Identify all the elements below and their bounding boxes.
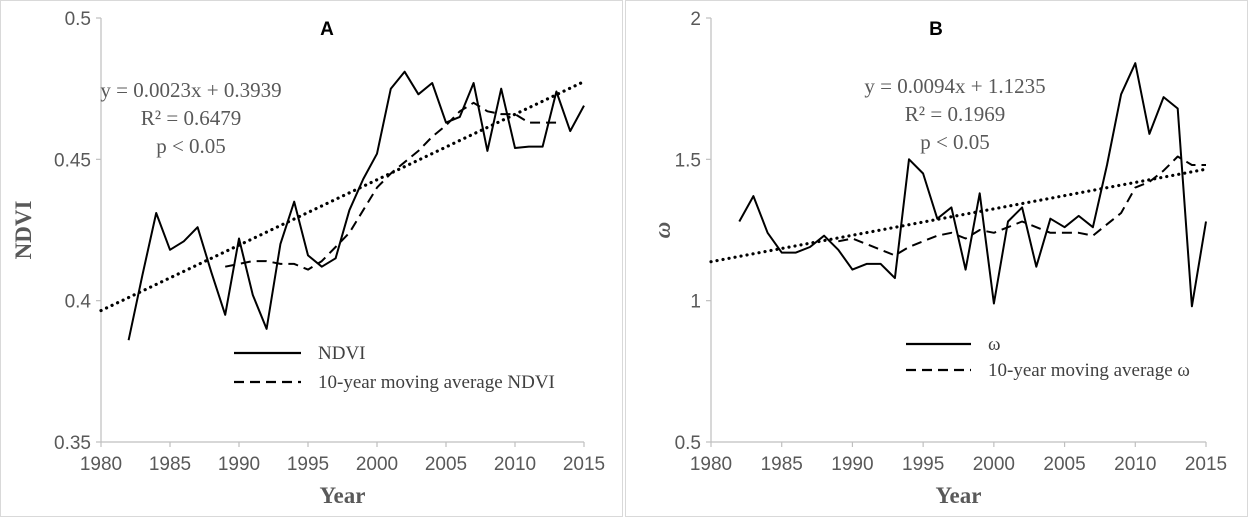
- x-tick-label: 2010: [494, 454, 536, 475]
- x-tick-label: 1995: [902, 454, 944, 475]
- panel-label: A: [320, 19, 334, 40]
- trendline: [99, 79, 586, 313]
- y-axis-title: ω: [650, 222, 675, 239]
- trend-equation-line: R² = 0.6479: [141, 106, 241, 130]
- y-tick-label: 1.5: [675, 150, 701, 171]
- x-tick-label: 1980: [80, 454, 122, 475]
- x-tick-label: 2005: [1043, 454, 1085, 475]
- x-tick-label: 1985: [149, 454, 191, 475]
- chart-panel-b: 1980 1985 1990 1995 2000 2005 2010 2015 0.5 1 1.5 2…: [625, 0, 1248, 517]
- y-tick-label: 0.4: [65, 292, 92, 313]
- x-tick-label: 1990: [831, 454, 873, 475]
- chart-b-svg: 1980 1985 1990 1995 2000 2005 2010 2015 0.5 1 1.5 2…: [650, 9, 1227, 508]
- y-tick-label: 0.5: [65, 9, 91, 30]
- trend-equation-line: y = 0.0023x + 0.3939: [100, 78, 281, 102]
- panel-label: B: [929, 19, 943, 40]
- x-tick-label: 2015: [563, 454, 605, 475]
- chart-panel-a: 1980 1985 1990 1995 2000 2005 2010 2015 0.35 0.4 0…: [0, 0, 623, 517]
- legend-label: 10-year moving average ω: [988, 360, 1190, 381]
- series-line-moving-average: [838, 155, 1206, 257]
- x-tick-label: 1980: [690, 454, 732, 475]
- x-tick-label: 1985: [761, 454, 803, 475]
- legend-label: NDVI: [318, 343, 366, 364]
- x-tick-label: 2000: [973, 454, 1015, 475]
- x-tick-label: 2010: [1114, 454, 1156, 475]
- y-tick-label: 1: [690, 292, 701, 313]
- legend-label: 10-year moving average NDVI: [318, 372, 555, 393]
- x-tick-label: 1990: [218, 454, 260, 475]
- x-tick-label: 2005: [425, 454, 467, 475]
- x-tick-label: 2000: [356, 454, 398, 475]
- y-tick-label: 2: [690, 9, 701, 30]
- trend-equation-line: p < 0.05: [920, 130, 990, 154]
- series-line-main: [738, 62, 1207, 308]
- trend-equation-line: p < 0.05: [156, 134, 226, 158]
- trend-equation-line: R² = 0.1969: [905, 102, 1005, 126]
- y-tick-label: 0.35: [54, 433, 91, 454]
- y-tick-label: 0.5: [675, 433, 701, 454]
- chart-a-svg: 1980 1985 1990 1995 2000 2005 2010 2015 0.35 0.4 0…: [11, 9, 605, 508]
- y-axis-title: NDVI: [11, 201, 36, 260]
- x-tick-label: 1995: [287, 454, 329, 475]
- trend-equation-line: y = 0.0094x + 1.1235: [864, 74, 1045, 98]
- x-axis-title: Year: [936, 483, 982, 508]
- legend-label: ω: [988, 334, 1001, 355]
- trendline: [709, 167, 1208, 264]
- series-line-moving-average: [225, 101, 557, 271]
- x-axis-title: Year: [320, 483, 366, 508]
- y-tick-label: 0.45: [54, 150, 91, 171]
- x-tick-label: 2015: [1185, 454, 1227, 475]
